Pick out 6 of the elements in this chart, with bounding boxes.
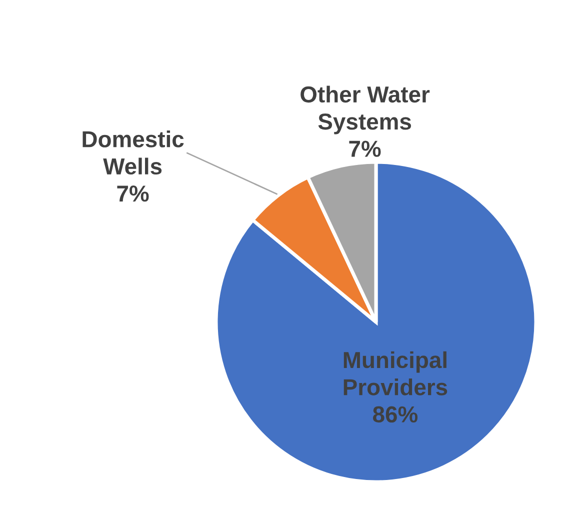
data-label: 86% [372,406,418,423]
data-label: 7% [349,140,381,157]
data-label: 7% [117,186,149,202]
slice-label: Municipal Providers [344,351,448,396]
slice-label: Other Water Systems [300,86,430,134]
slice-label: Domestic Wells [82,130,184,175]
